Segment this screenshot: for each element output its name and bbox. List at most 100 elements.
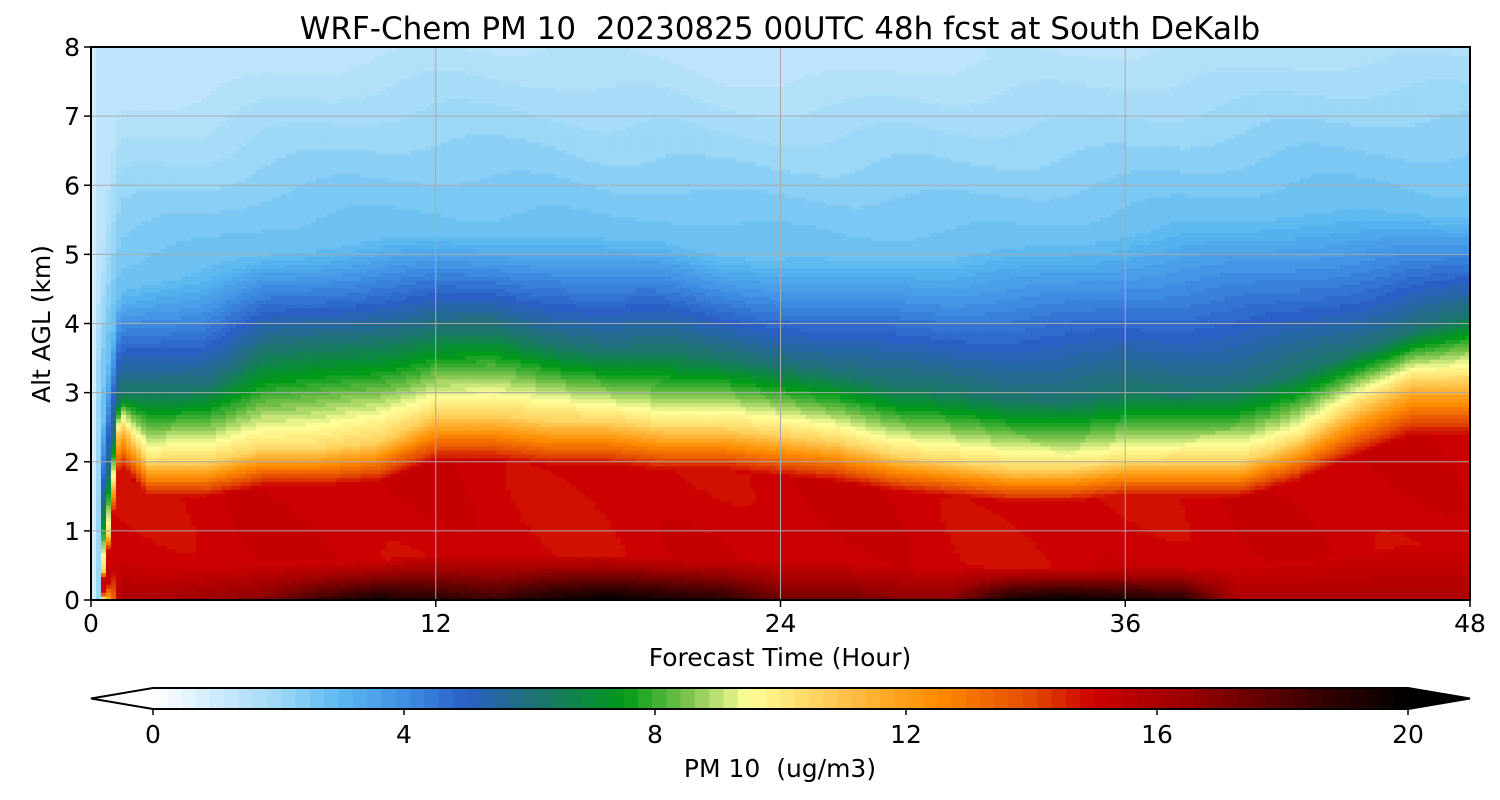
field-cell — [135, 303, 142, 309]
field-cell — [115, 118, 122, 123]
field-cell — [96, 572, 102, 577]
field-cell — [135, 260, 142, 265]
field-cell — [210, 224, 217, 230]
field-cell — [145, 548, 152, 554]
field-cell — [200, 177, 207, 182]
field-cell — [175, 505, 182, 510]
field-cell — [150, 66, 157, 72]
field-cell — [115, 588, 122, 593]
field-cell — [215, 394, 222, 400]
field-cell — [125, 185, 132, 190]
field-cell — [185, 548, 192, 554]
field-cell — [210, 299, 217, 305]
field-cell — [185, 536, 192, 542]
field-cell — [135, 291, 142, 297]
field-cell — [130, 497, 137, 502]
field-cell — [96, 260, 102, 265]
field-cell — [260, 469, 267, 475]
field-cell — [130, 489, 137, 494]
field-cell — [255, 564, 262, 569]
field-cell — [155, 434, 162, 439]
field-cell — [250, 299, 257, 305]
field-cell — [230, 212, 237, 218]
field-cell — [110, 272, 117, 277]
field-cell — [255, 208, 262, 214]
field-cell — [200, 548, 207, 554]
field-cell — [125, 363, 132, 368]
field-cell — [185, 189, 192, 194]
field-cell — [205, 62, 212, 68]
field-cell — [165, 410, 172, 415]
field-cell — [245, 509, 252, 514]
field-cell — [105, 240, 112, 246]
field-cell — [230, 236, 237, 242]
field-cell — [260, 366, 267, 372]
field-cell — [100, 457, 107, 463]
field-cell — [140, 363, 147, 368]
field-cell — [165, 50, 172, 56]
field-cell — [160, 524, 167, 530]
field-cell — [250, 576, 257, 581]
field-cell — [265, 287, 272, 293]
field-cell — [120, 208, 127, 214]
field-cell — [170, 145, 177, 151]
field-cell — [235, 287, 242, 293]
field-cell — [185, 438, 192, 443]
field-cell — [200, 509, 207, 514]
field-cell — [110, 268, 117, 273]
field-cell — [215, 319, 222, 325]
field-cell — [200, 465, 207, 471]
field-cell — [150, 445, 157, 451]
field-cell — [230, 287, 237, 293]
field-cell — [235, 469, 242, 475]
field-cell — [225, 208, 232, 214]
field-cell — [245, 315, 252, 321]
field-cell — [115, 248, 122, 253]
field-cell — [235, 532, 242, 538]
field-cell — [200, 299, 207, 305]
field-cell — [91, 517, 97, 522]
field-cell — [185, 299, 192, 305]
field-cell — [245, 287, 252, 293]
field-cell — [115, 339, 122, 344]
field-cell — [235, 165, 242, 171]
field-cell — [185, 173, 192, 178]
field-cell — [130, 66, 137, 72]
field-cell — [165, 232, 172, 238]
field-cell — [255, 98, 262, 103]
field-cell — [260, 489, 267, 494]
field-cell — [145, 521, 152, 526]
field-cell — [200, 426, 207, 431]
field-cell — [185, 280, 192, 285]
field-cell — [165, 355, 172, 360]
field-cell — [245, 402, 252, 408]
field-cell — [255, 588, 262, 593]
field-cell — [245, 335, 252, 340]
field-cell — [215, 224, 222, 230]
field-cell — [200, 493, 207, 498]
field-cell — [105, 54, 112, 60]
field-cell — [91, 438, 97, 443]
field-cell — [165, 201, 172, 206]
field-cell — [195, 165, 202, 171]
field-cell — [185, 161, 192, 167]
field-cell — [250, 394, 257, 400]
field-cell — [91, 473, 97, 479]
field-cell — [265, 544, 272, 550]
field-cell — [225, 232, 232, 238]
field-cell — [115, 335, 122, 340]
field-cell — [105, 544, 112, 550]
field-cell — [220, 94, 227, 99]
field-cell — [150, 276, 157, 281]
field-cell — [250, 268, 257, 273]
field-cell — [150, 47, 157, 52]
field-cell — [170, 126, 177, 131]
field-cell — [200, 287, 207, 293]
field-cell — [220, 580, 227, 585]
field-cell — [105, 201, 112, 206]
field-cell — [125, 386, 132, 392]
field-cell — [225, 339, 232, 344]
field-cell — [195, 295, 202, 301]
field-cell — [245, 347, 252, 352]
field-cell — [200, 339, 207, 344]
